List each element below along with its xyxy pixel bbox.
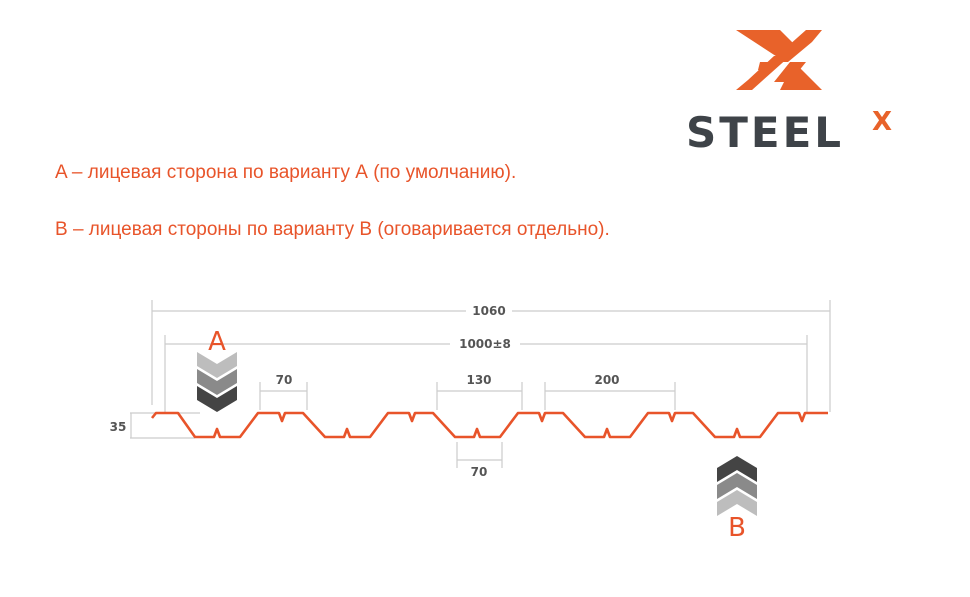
dimension-lines [130, 300, 831, 468]
side-b-marker: B [717, 456, 757, 543]
logo-superscript: X [872, 107, 892, 137]
side-b-label: B [728, 513, 746, 543]
chevron-down-icon [197, 352, 237, 378]
chevron-up-icon [717, 490, 757, 516]
chevron-down-icon [197, 369, 237, 395]
logo: STEEL X [686, 30, 892, 157]
dim-trough-top: 130 [466, 373, 491, 387]
dim-top-flange: 70 [276, 373, 293, 387]
dim-height: 35 [110, 420, 127, 434]
dim-useful-width: 1000±8 [459, 337, 511, 351]
chevron-down-icon [197, 386, 237, 412]
dim-total-width: 1060 [472, 304, 505, 318]
side-a-label: A [208, 327, 226, 357]
caption-side-a: A – лицевая сторона по варианту А (по ум… [55, 162, 517, 183]
caption-side-b: B – лицевая стороны по варианту B (огова… [55, 219, 610, 240]
sheet-profile [150, 411, 828, 439]
dim-pitch: 200 [594, 373, 619, 387]
chevron-up-icon [717, 473, 757, 499]
logo-x-mark [736, 30, 822, 90]
dim-bottom-flange: 70 [471, 465, 488, 479]
chevron-up-icon [717, 456, 757, 482]
side-a-marker: A [197, 327, 237, 412]
logo-text: STEEL [686, 108, 844, 157]
